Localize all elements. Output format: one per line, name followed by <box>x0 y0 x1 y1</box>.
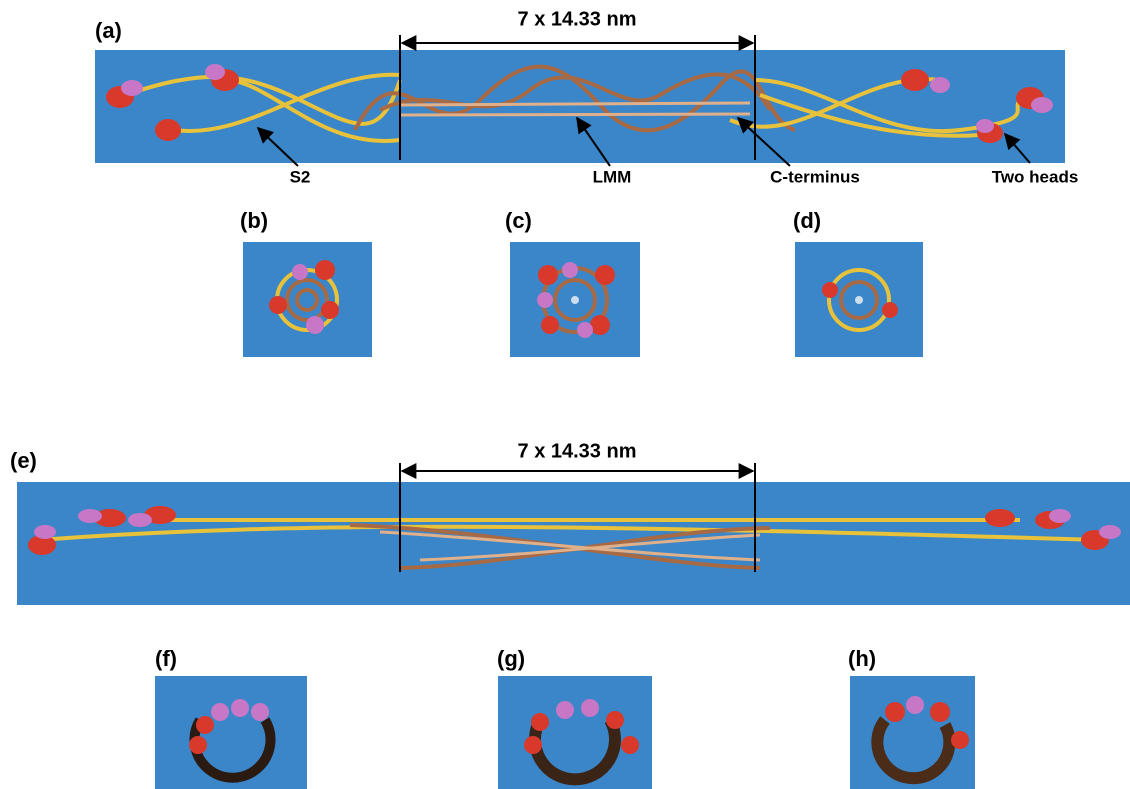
molecule-shape <box>882 302 898 318</box>
molecule-shape <box>1031 97 1053 113</box>
molecule-shape <box>621 736 639 754</box>
molecule-shape <box>906 696 924 714</box>
molecule-shape <box>524 736 542 754</box>
panel-label: (e) <box>10 448 37 473</box>
panel-background <box>155 676 307 789</box>
molecule-shape <box>292 264 308 280</box>
panel-label: (a) <box>95 18 122 43</box>
molecule-shape <box>231 699 249 717</box>
panel-label: (c) <box>505 208 532 233</box>
molecule-shape <box>1049 509 1071 523</box>
panel-a-background <box>95 50 1065 163</box>
molecule-shape <box>595 265 615 285</box>
molecule-shape <box>1099 525 1121 539</box>
figure: 7 x 14.33 nm S2 LMM C-terminus Two heads… <box>0 0 1130 789</box>
molecule-shape <box>930 77 950 93</box>
molecule-shape <box>155 119 181 141</box>
annotation: C-terminus <box>770 167 860 186</box>
molecule-shape <box>306 316 324 334</box>
panel-background <box>498 676 652 789</box>
molecule-shape <box>321 301 339 319</box>
panel-label: (g) <box>497 646 525 671</box>
molecule-shape <box>189 736 207 754</box>
molecule-shape <box>531 713 549 731</box>
molecule-shape <box>556 701 574 719</box>
molecule-shape <box>577 322 593 338</box>
panel-label: (d) <box>793 208 821 233</box>
molecule-shape <box>315 260 335 280</box>
molecule-shape <box>251 703 269 721</box>
panel-label: (b) <box>240 208 268 233</box>
molecule-shape <box>562 262 578 278</box>
scale-label: 7 x 14.33 nm <box>518 440 637 462</box>
molecule-shape <box>930 702 950 722</box>
molecule-shape <box>951 731 969 749</box>
molecule-shape <box>606 711 624 729</box>
molecule-shape <box>196 716 214 734</box>
molecule-shape <box>537 292 553 308</box>
annotation: S2 <box>290 167 311 186</box>
molecule-shape <box>211 703 229 721</box>
molecule-shape <box>822 282 838 298</box>
molecule-shape <box>538 265 558 285</box>
scale-label: 7 x 14.33 nm <box>518 8 637 30</box>
molecule-shape <box>269 296 287 314</box>
molecule-shape <box>901 69 929 91</box>
molecule-shape <box>205 64 225 80</box>
annotation: Two heads <box>992 167 1079 186</box>
molecule-shape <box>855 296 863 304</box>
panel-label: (f) <box>155 646 177 671</box>
molecule-shape <box>128 513 152 527</box>
molecule-shape <box>985 509 1015 527</box>
molecule-shape <box>885 702 905 722</box>
molecule-shape <box>590 315 610 335</box>
molecule-shape <box>571 296 579 304</box>
panel-background <box>17 482 1130 605</box>
molecule-shape <box>581 699 599 717</box>
molecule-shape <box>78 509 102 523</box>
molecule-shape <box>160 520 1020 521</box>
panel-background <box>243 242 372 357</box>
molecule-shape <box>541 316 559 334</box>
molecule-shape <box>976 119 994 133</box>
panel-label: (h) <box>848 646 876 671</box>
annotation: LMM <box>593 167 632 186</box>
molecule-shape <box>34 525 56 539</box>
molecule-shape <box>121 80 143 96</box>
